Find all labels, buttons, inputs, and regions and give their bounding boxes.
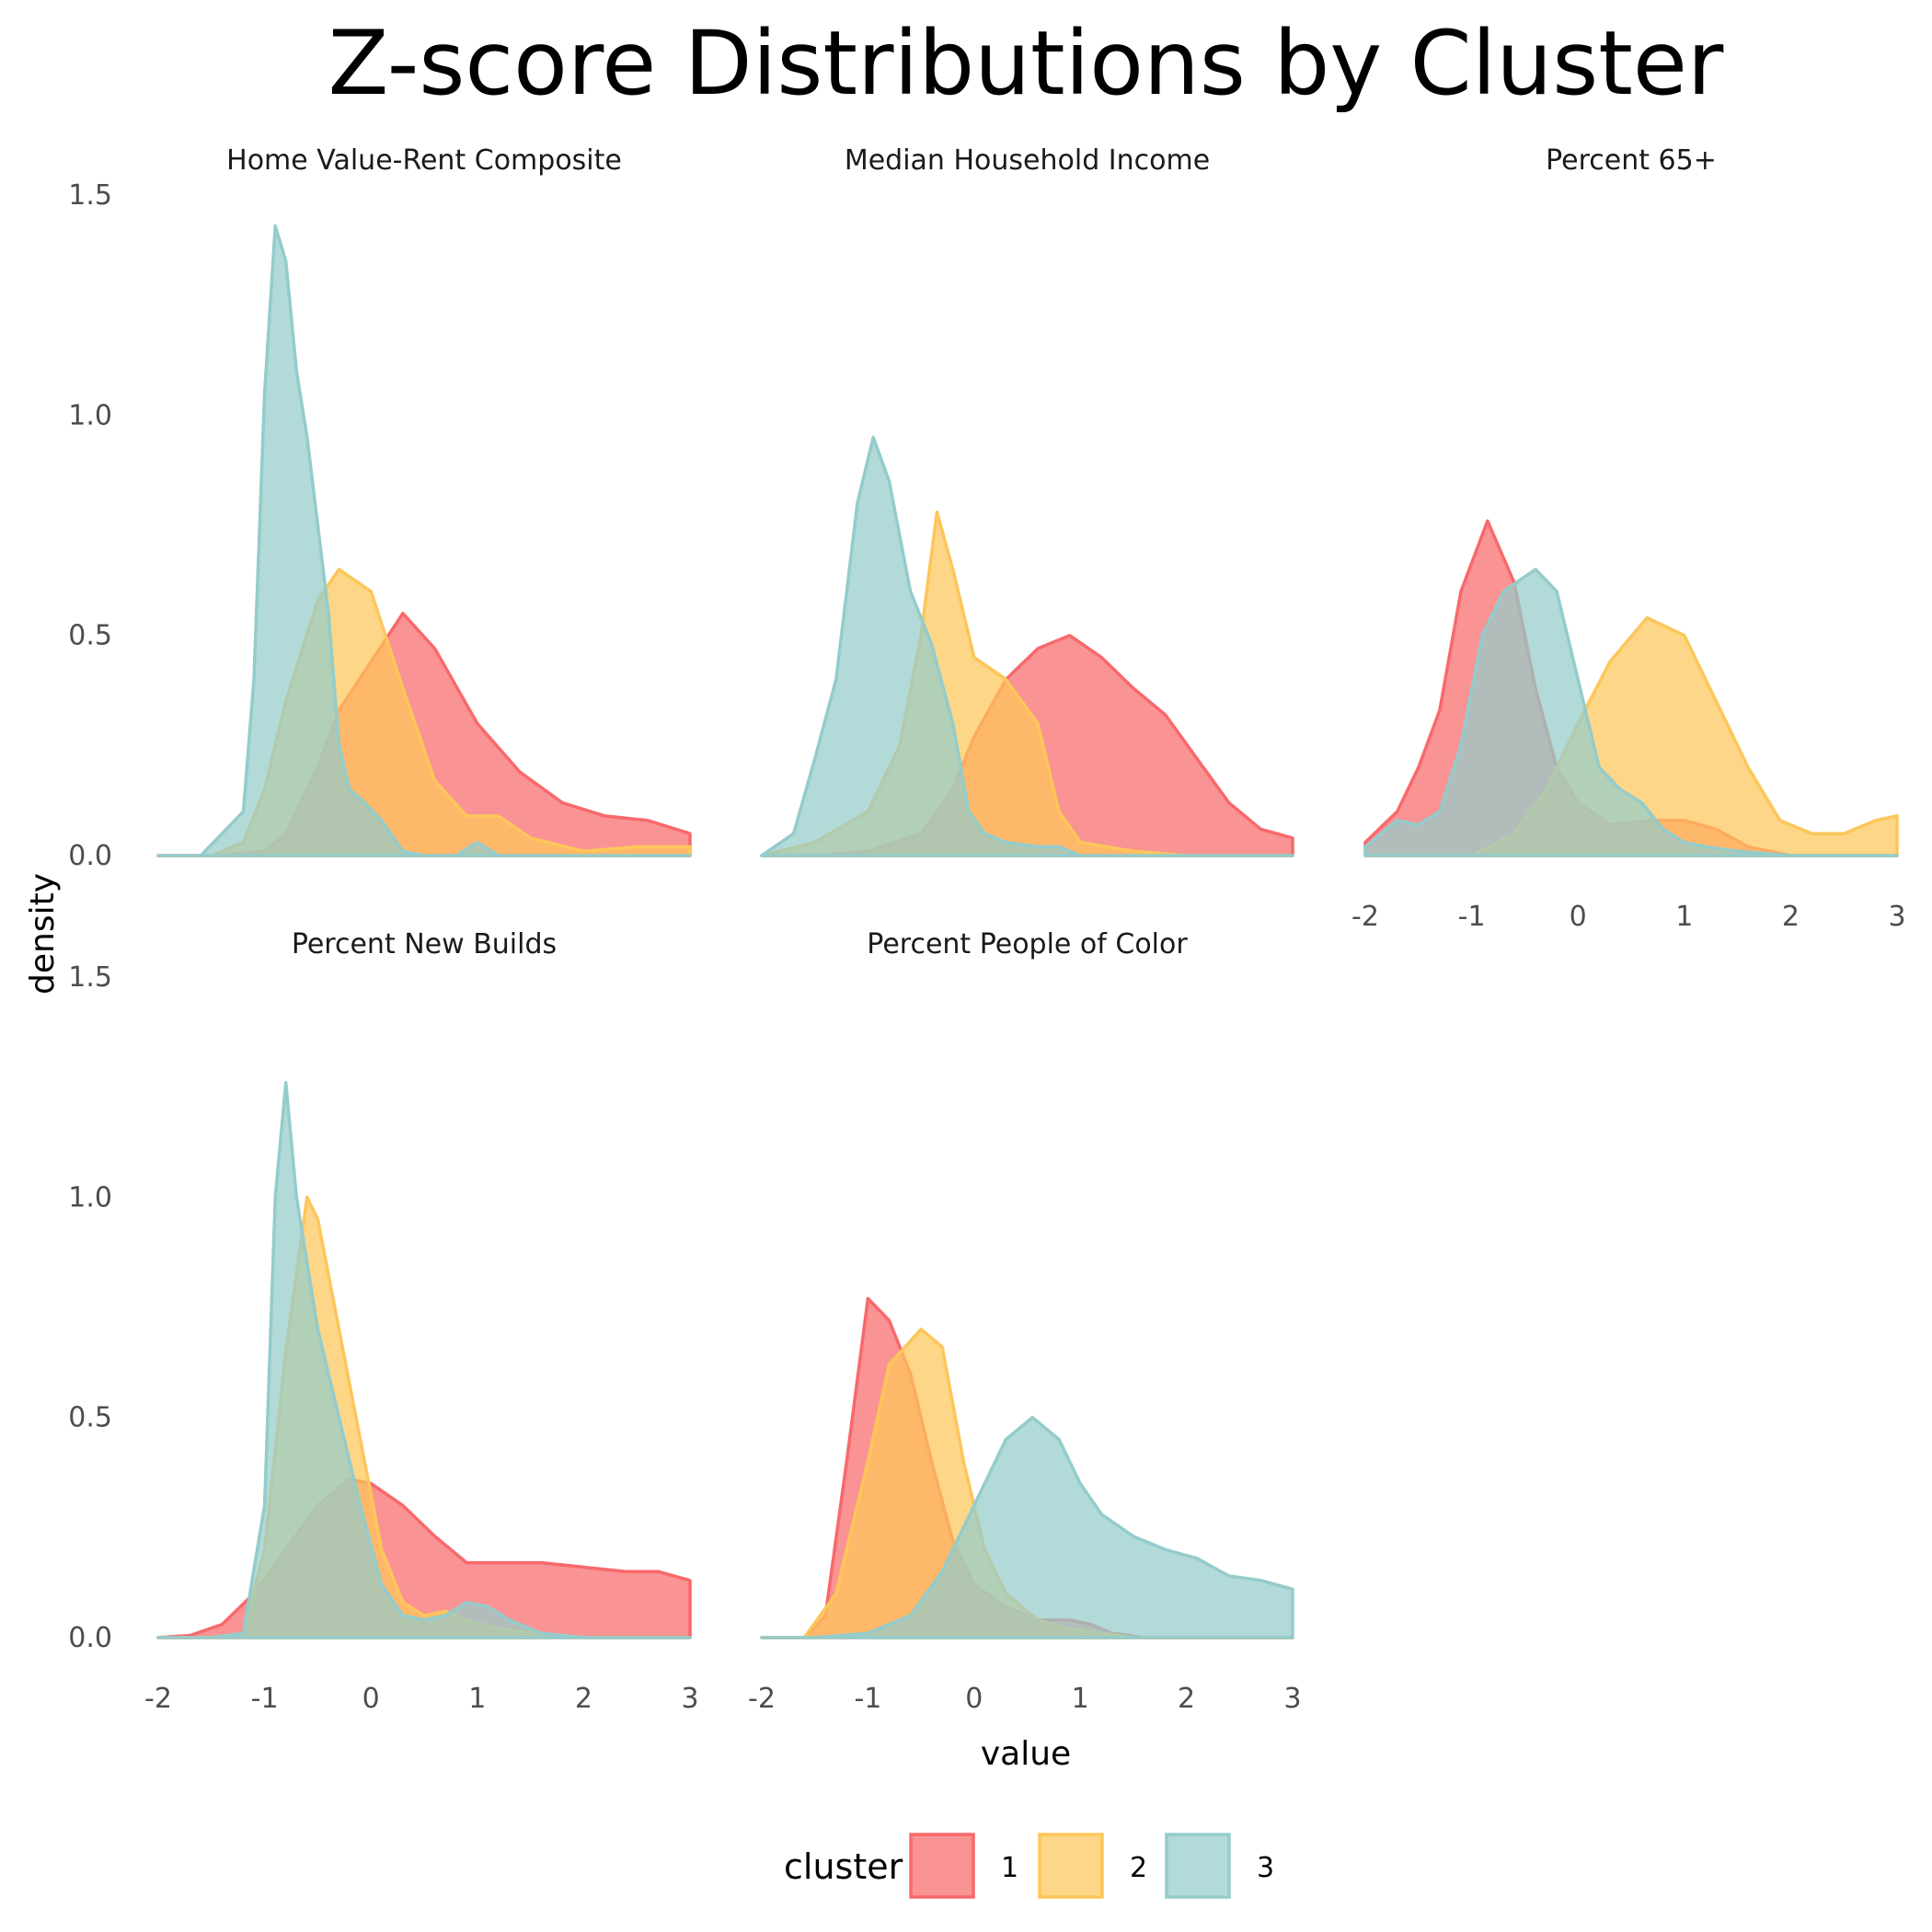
- x-tick-label: 1: [1072, 1683, 1089, 1715]
- density-area-cluster-3: [760, 1415, 1294, 1639]
- legend: cluster 1 2 3: [784, 1833, 1274, 1899]
- panel-percent-people-of-color: Percent People of Color -2 -1 0 1 2 3: [748, 928, 1302, 1715]
- x-tick-label: 1: [1675, 901, 1693, 933]
- x-axis-title: value: [981, 1735, 1071, 1773]
- x-tick-label: 2: [1178, 1683, 1195, 1715]
- chart-title: Z-score Distributions by Cluster: [328, 12, 1724, 115]
- x-tick-label: -2: [748, 1683, 776, 1715]
- density-area-cluster-3: [760, 435, 1294, 857]
- panel-percent-65: Percent 65+ -2 -1 0 1 2 3: [1351, 144, 1906, 933]
- x-tick-label: 0: [965, 1683, 983, 1715]
- density-area-cluster-3: [1363, 568, 1899, 857]
- x-tick-label: 1: [468, 1683, 486, 1715]
- x-tick-label: 3: [1888, 901, 1905, 933]
- x-tick-label: 2: [1782, 901, 1800, 933]
- x-tick-label: 0: [362, 1683, 380, 1715]
- y-tick-label: 1.5: [68, 179, 112, 212]
- facet-panels: Home Value-Rent Composite 0.0 0.5 1.0 1.5 Med…: [68, 144, 1905, 1715]
- x-tick-label: -2: [1351, 901, 1379, 933]
- density-area-cluster-3: [156, 1081, 692, 1639]
- x-tick-label: 2: [575, 1683, 592, 1715]
- x-tick-label: 3: [1283, 1683, 1301, 1715]
- x-tick-label: 3: [681, 1683, 698, 1715]
- legend-key-cluster-3: [1165, 1833, 1231, 1899]
- y-tick-label: 0.0: [68, 1622, 112, 1654]
- panel-label-percent-new-builds: Percent New Builds: [292, 928, 557, 960]
- panel-label-median-household-income: Median Household Income: [845, 144, 1210, 177]
- legend-title: cluster: [784, 1846, 903, 1887]
- x-tick-label: -1: [1458, 901, 1486, 933]
- legend-label-cluster-3: 3: [1257, 1852, 1274, 1884]
- x-tick-label: -1: [251, 1683, 279, 1715]
- panel-label-percent-people-of-color: Percent People of Color: [867, 928, 1188, 960]
- density-area-cluster-3: [156, 224, 692, 857]
- x-tick-label: 0: [1570, 901, 1587, 933]
- panel-median-household-income: Median Household Income: [760, 144, 1294, 857]
- y-tick-label: 0.0: [68, 840, 112, 872]
- panel-percent-new-builds: Percent New Builds 0.0 0.5 1.0 1.5 -2 -1 0 1 2 3: [68, 928, 698, 1715]
- panel-label-home-value-rent-composite: Home Value-Rent Composite: [226, 144, 622, 177]
- y-tick-label: 1.0: [68, 399, 112, 431]
- panel-home-value-rent-composite: Home Value-Rent Composite 0.0 0.5 1.0 1.5: [68, 144, 692, 872]
- panel-label-percent-65: Percent 65+: [1546, 144, 1717, 177]
- y-tick-label: 1.0: [68, 1181, 112, 1213]
- legend-key-cluster-1: [909, 1833, 975, 1899]
- y-tick-label: 0.5: [68, 620, 112, 652]
- y-tick-label: 1.5: [68, 961, 112, 994]
- x-tick-label: -2: [144, 1683, 172, 1715]
- legend-key-cluster-2: [1038, 1833, 1104, 1899]
- y-tick-label: 0.5: [68, 1402, 112, 1434]
- legend-label-cluster-1: 1: [1001, 1852, 1018, 1884]
- x-tick-label: -1: [854, 1683, 881, 1715]
- legend-label-cluster-2: 2: [1130, 1852, 1147, 1884]
- y-axis-title: density: [24, 873, 62, 995]
